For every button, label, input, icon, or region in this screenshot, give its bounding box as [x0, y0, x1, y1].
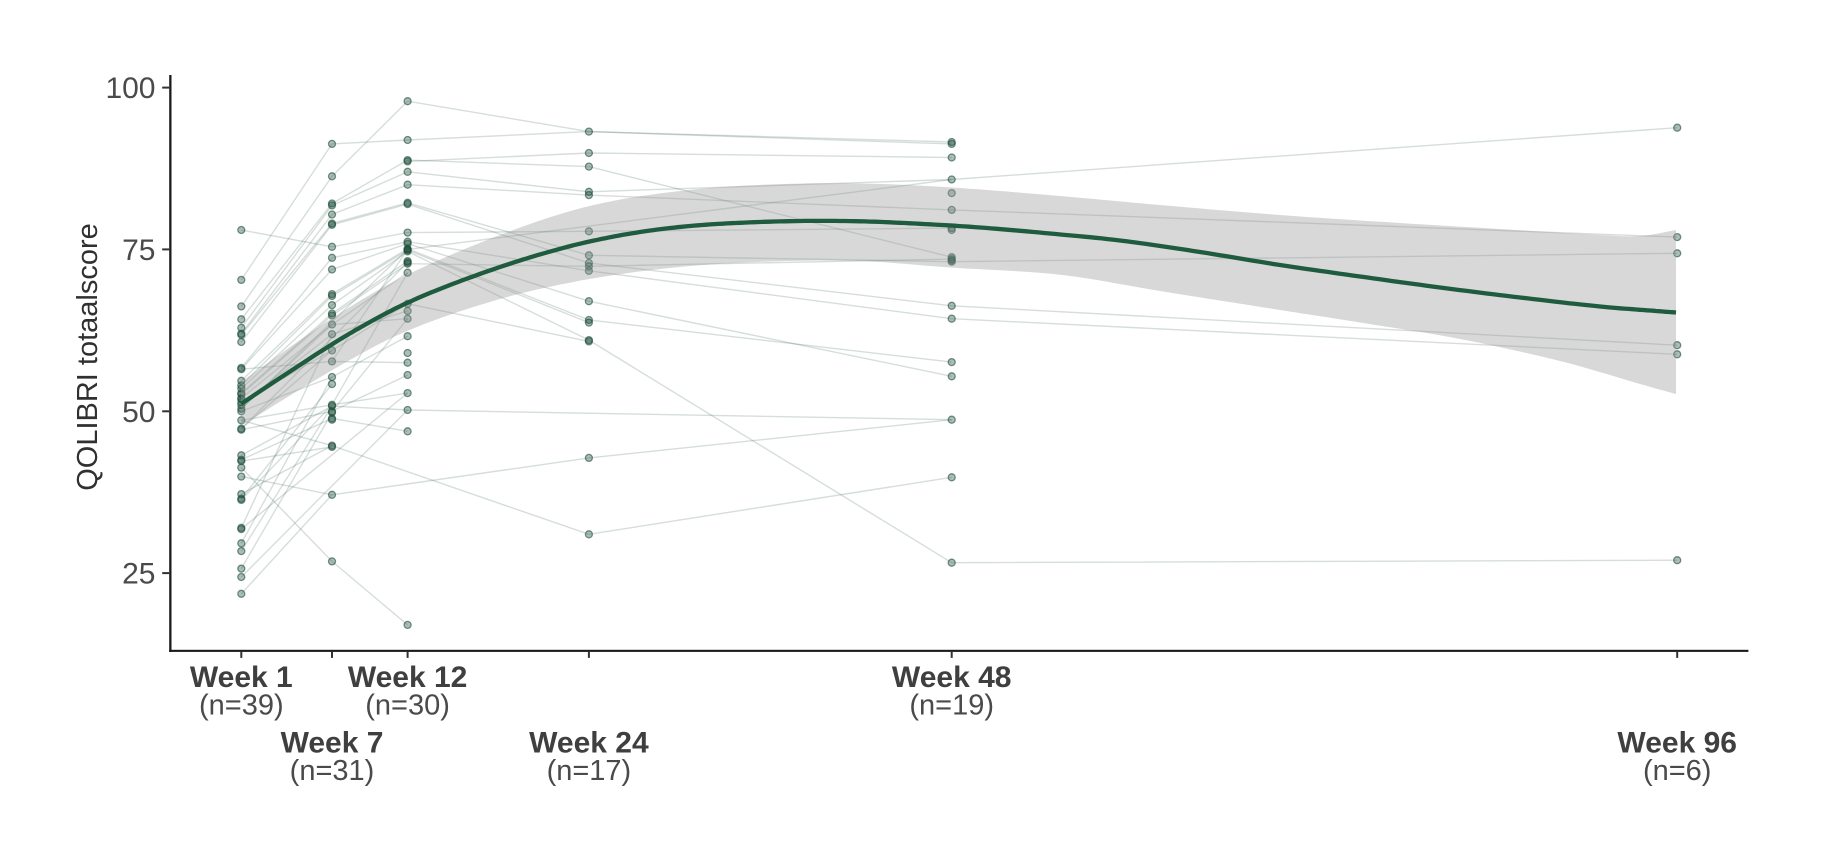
svg-text:(n=19): (n=19): [909, 690, 994, 722]
svg-text:QOLIBRI totaalscore: QOLIBRI totaalscore: [72, 223, 104, 491]
svg-text:Week 12: Week 12: [348, 661, 468, 694]
svg-text:(n=31): (n=31): [290, 755, 375, 787]
svg-text:75: 75: [122, 234, 155, 267]
svg-text:Week 96: Week 96: [1617, 727, 1737, 760]
svg-text:(n=30): (n=30): [365, 690, 450, 722]
svg-text:(n=6): (n=6): [1643, 755, 1712, 787]
svg-text:Week 1: Week 1: [190, 661, 293, 694]
svg-text:50: 50: [122, 396, 155, 429]
svg-text:Week 48: Week 48: [892, 661, 1012, 694]
svg-text:Week 7: Week 7: [281, 727, 384, 760]
svg-text:Week 24: Week 24: [529, 727, 649, 760]
svg-text:25: 25: [122, 558, 155, 591]
svg-text:(n=39): (n=39): [199, 690, 284, 722]
svg-text:(n=17): (n=17): [547, 755, 632, 787]
svg-text:100: 100: [105, 72, 155, 105]
